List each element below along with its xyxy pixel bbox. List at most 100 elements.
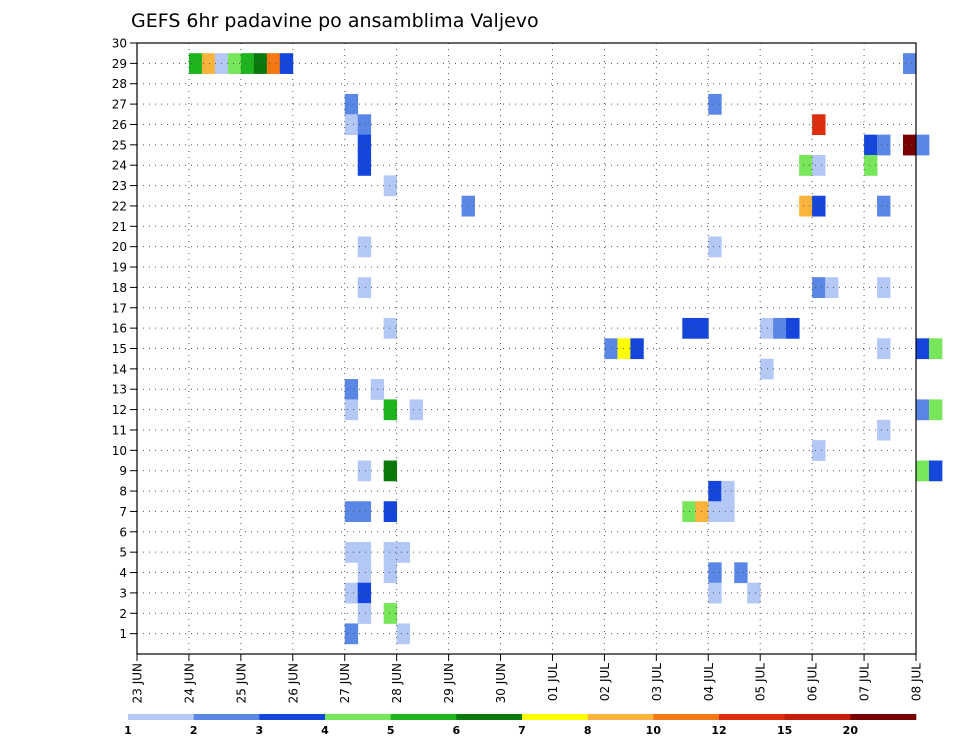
x-tick-label: 25 JUN — [234, 663, 248, 703]
precip-cell — [747, 582, 761, 604]
x-tick-label: 27 JUN — [338, 663, 352, 703]
y-tick-label: 6 — [119, 525, 127, 539]
precip-cell — [799, 155, 813, 176]
precip-cell — [864, 155, 878, 176]
precip-cell — [708, 93, 722, 115]
legend-swatch — [390, 714, 457, 720]
y-tick-label: 30 — [112, 37, 127, 51]
x-tick-label: 04 JUL — [702, 663, 716, 701]
precip-cell — [383, 501, 398, 523]
legend-label: 7 — [518, 724, 526, 737]
x-tick-label: 23 JUN — [131, 663, 145, 703]
precip-cell — [344, 582, 359, 604]
y-tick-label: 7 — [119, 505, 127, 519]
precip-cell — [721, 480, 735, 502]
y-tick-label: 14 — [112, 362, 127, 376]
legend-swatch — [325, 714, 391, 720]
x-axis: 23 JUN 24 JUN 25 JUN 26 JUN 27 JUN 28 JUN 29 J… — [131, 654, 924, 703]
precip-cell — [812, 155, 826, 176]
x-tick-label: 02 JUL — [598, 663, 612, 701]
precip-cell — [708, 480, 722, 502]
precip-cell — [760, 317, 774, 339]
precip-cell — [825, 277, 839, 298]
precip-cell — [227, 53, 242, 74]
precip-cell — [708, 501, 722, 523]
y-tick-label: 28 — [112, 77, 127, 91]
legend-label: 10 — [646, 724, 662, 737]
precip-cell — [383, 541, 398, 563]
precip-cell — [708, 562, 722, 584]
precip-cell — [916, 460, 930, 482]
plot-frame — [136, 42, 917, 655]
precip-cell — [916, 399, 930, 421]
precip-cell — [903, 53, 917, 74]
precip-cell — [928, 338, 943, 360]
legend: 1 2 3 4 5 6 7 8 10 12 15 20 — [124, 714, 917, 737]
legend-swatch — [193, 714, 260, 720]
x-tick-label: 26 JUN — [286, 663, 300, 703]
precip-cell — [617, 338, 631, 360]
precip-cell — [630, 338, 644, 360]
legend-swatch — [128, 714, 194, 720]
x-tick-label: 24 JUN — [182, 663, 196, 703]
y-tick-label: 2 — [119, 607, 127, 621]
legend-swatch — [587, 714, 654, 720]
precip-cell — [409, 399, 424, 421]
y-tick-label: 10 — [112, 444, 127, 458]
legend-swatch — [522, 714, 588, 720]
precip-cell — [786, 317, 800, 339]
precip-cell — [461, 195, 475, 217]
legend-label: 6 — [453, 724, 461, 737]
y-tick-label: 9 — [119, 464, 127, 478]
precip-cell — [383, 562, 398, 584]
precip-cell — [357, 236, 372, 258]
x-tick-label: 30 JUN — [494, 663, 508, 703]
y-tick-label: 21 — [112, 220, 127, 234]
precip-cell — [188, 53, 203, 74]
y-tick-label: 1 — [119, 627, 127, 641]
y-tick-label: 16 — [112, 322, 127, 336]
legend-label: 2 — [190, 724, 198, 737]
legend-label: 1 — [124, 724, 132, 737]
y-tick-label: 24 — [112, 159, 127, 173]
precip-cell — [344, 541, 359, 563]
precip-cell — [253, 53, 268, 74]
precip-cell — [383, 603, 398, 624]
precip-cell — [383, 317, 398, 339]
y-tick-label: 19 — [112, 261, 127, 275]
grid-layer — [136, 42, 917, 654]
precip-cell — [928, 399, 943, 421]
precip-cell — [877, 338, 891, 360]
legend-swatch — [850, 714, 917, 720]
y-tick-label: 8 — [119, 485, 127, 499]
precip-cell — [266, 53, 281, 74]
precip-cell — [708, 236, 722, 258]
legend-label: 12 — [711, 724, 726, 737]
precip-cell — [357, 562, 372, 584]
precip-cell — [877, 195, 891, 217]
precip-cell — [734, 562, 748, 584]
y-axis: 1234567891011121314151617181920212223242… — [112, 37, 137, 641]
precip-cell — [396, 623, 411, 645]
precip-cell — [383, 399, 398, 421]
precip-cell — [396, 541, 411, 563]
precip-cell — [357, 501, 372, 523]
y-tick-label: 20 — [112, 240, 127, 254]
legend-label: 15 — [777, 724, 792, 737]
x-tick-label: 06 JUL — [806, 663, 820, 701]
precip-cell — [877, 277, 891, 298]
precip-cell — [760, 358, 774, 380]
legend-label: 5 — [387, 724, 395, 737]
y-tick-label: 25 — [112, 138, 127, 152]
precip-cell — [864, 134, 878, 156]
x-tick-label: 29 JUN — [442, 663, 456, 703]
x-tick-label: 05 JUL — [754, 663, 768, 701]
legend-swatch — [653, 714, 720, 720]
precip-cell — [344, 114, 359, 136]
legend-swatch — [456, 714, 523, 720]
precip-cell — [682, 317, 696, 339]
y-tick-label: 23 — [112, 179, 127, 193]
legend-swatch — [719, 714, 785, 720]
precip-cell — [812, 440, 826, 461]
